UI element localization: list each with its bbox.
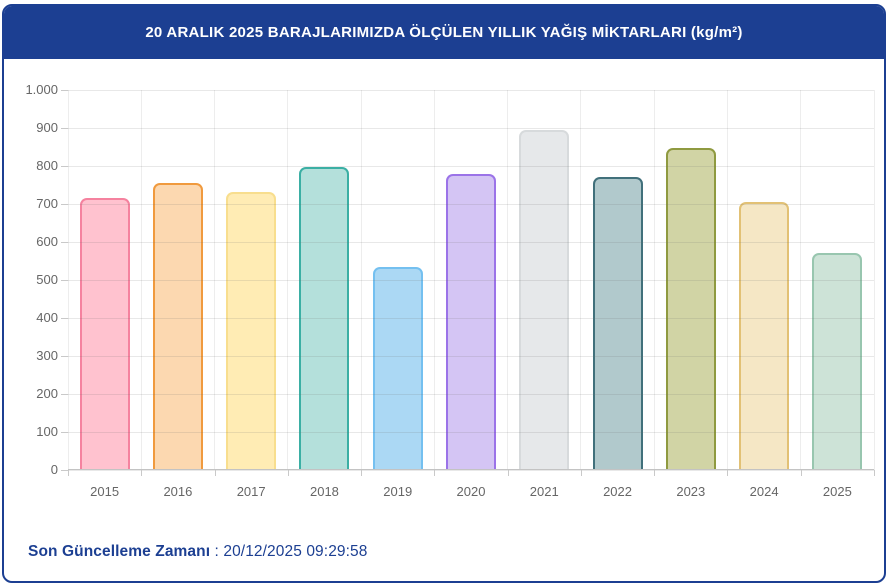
y-axis-tick <box>61 90 68 91</box>
last-update-separator: : <box>210 543 224 560</box>
y-axis-tick <box>61 470 68 471</box>
y-axis-label: 300 <box>36 348 58 363</box>
plot-area <box>67 89 875 471</box>
x-axis-label: 2025 <box>822 484 852 499</box>
x-axis-tick <box>434 470 436 476</box>
last-update-datetime: 20/12/2025 09:29:58 <box>223 543 368 560</box>
bar-2024[interactable] <box>739 202 790 470</box>
y-axis-tick <box>61 432 68 433</box>
x-axis-tick <box>800 470 802 476</box>
y-axis-label: 800 <box>36 158 58 173</box>
x-axis-tick <box>874 470 875 476</box>
y-axis-tick <box>61 204 68 205</box>
x-axis-label: 2016 <box>163 484 193 499</box>
last-update: Son Güncelleme Zamanı : 20/12/2025 09:29… <box>28 543 367 561</box>
y-axis-label: 900 <box>36 120 58 135</box>
y-axis-tick <box>61 128 68 129</box>
y-axis-label: 0 <box>50 462 58 477</box>
x-axis-label: 2019 <box>383 484 413 499</box>
y-axis-label: 200 <box>36 386 58 401</box>
y-axis-tick <box>61 318 68 319</box>
x-axis-tick <box>580 470 582 476</box>
chart-card: 20 ARALIK 2025 BARAJLARIMIZDA ÖLÇÜLEN YI… <box>2 4 886 583</box>
bar-2021[interactable] <box>519 129 570 470</box>
x-axis-label: 2015 <box>90 484 120 499</box>
y-axis-label: 100 <box>36 424 58 439</box>
x-axis-tick <box>287 470 289 476</box>
y-axis-tick <box>61 166 68 167</box>
page-title: 20 ARALIK 2025 BARAJLARIMIZDA ÖLÇÜLEN YI… <box>145 24 743 41</box>
x-axis-label: 2021 <box>529 484 559 499</box>
x-axis-label: 2022 <box>603 484 632 499</box>
y-axis-label: 700 <box>36 196 58 211</box>
y-axis-label: 500 <box>36 272 58 287</box>
bar-2016[interactable] <box>152 183 203 470</box>
bar-2018[interactable] <box>299 167 350 470</box>
x-axis-label: 2024 <box>749 484 779 499</box>
x-axis-tick <box>361 470 363 476</box>
x-axis-tick <box>507 470 509 476</box>
x-axis-label: 2023 <box>676 484 706 499</box>
y-axis-tick <box>61 242 68 243</box>
x-axis-label: 2017 <box>236 484 266 499</box>
x-axis-line <box>68 469 874 470</box>
bar-2022[interactable] <box>592 177 643 470</box>
x-axis-tick <box>214 470 216 476</box>
last-update-label: Son Güncelleme Zamanı <box>28 543 211 560</box>
bars-layer <box>68 90 874 470</box>
y-axis-label: 600 <box>36 234 58 249</box>
bar-2017[interactable] <box>226 191 277 470</box>
x-axis-tick <box>68 470 69 476</box>
y-axis-tick <box>61 356 68 357</box>
bar-2019[interactable] <box>372 267 423 470</box>
y-axis-label: 1.000 <box>25 82 58 97</box>
y-axis-label: 400 <box>36 310 58 325</box>
y-axis-tick <box>61 394 68 395</box>
bar-2015[interactable] <box>79 197 130 470</box>
x-axis-tick <box>654 470 656 476</box>
chart-header: 20 ARALIK 2025 BARAJLARIMIZDA ÖLÇÜLEN YI… <box>4 6 884 59</box>
x-axis-label: 2018 <box>309 484 339 499</box>
bar-2020[interactable] <box>446 174 496 470</box>
bar-2025[interactable] <box>812 253 863 470</box>
x-axis-tick <box>141 470 143 476</box>
bar-2023[interactable] <box>665 147 716 470</box>
y-axis-tick <box>61 280 68 281</box>
bar-chart: 0 100 200 300 400 500 600 700 800 900 1.000 2015 20… <box>4 6 884 581</box>
x-axis-label: 2020 <box>456 484 486 499</box>
x-axis-tick <box>727 470 729 476</box>
